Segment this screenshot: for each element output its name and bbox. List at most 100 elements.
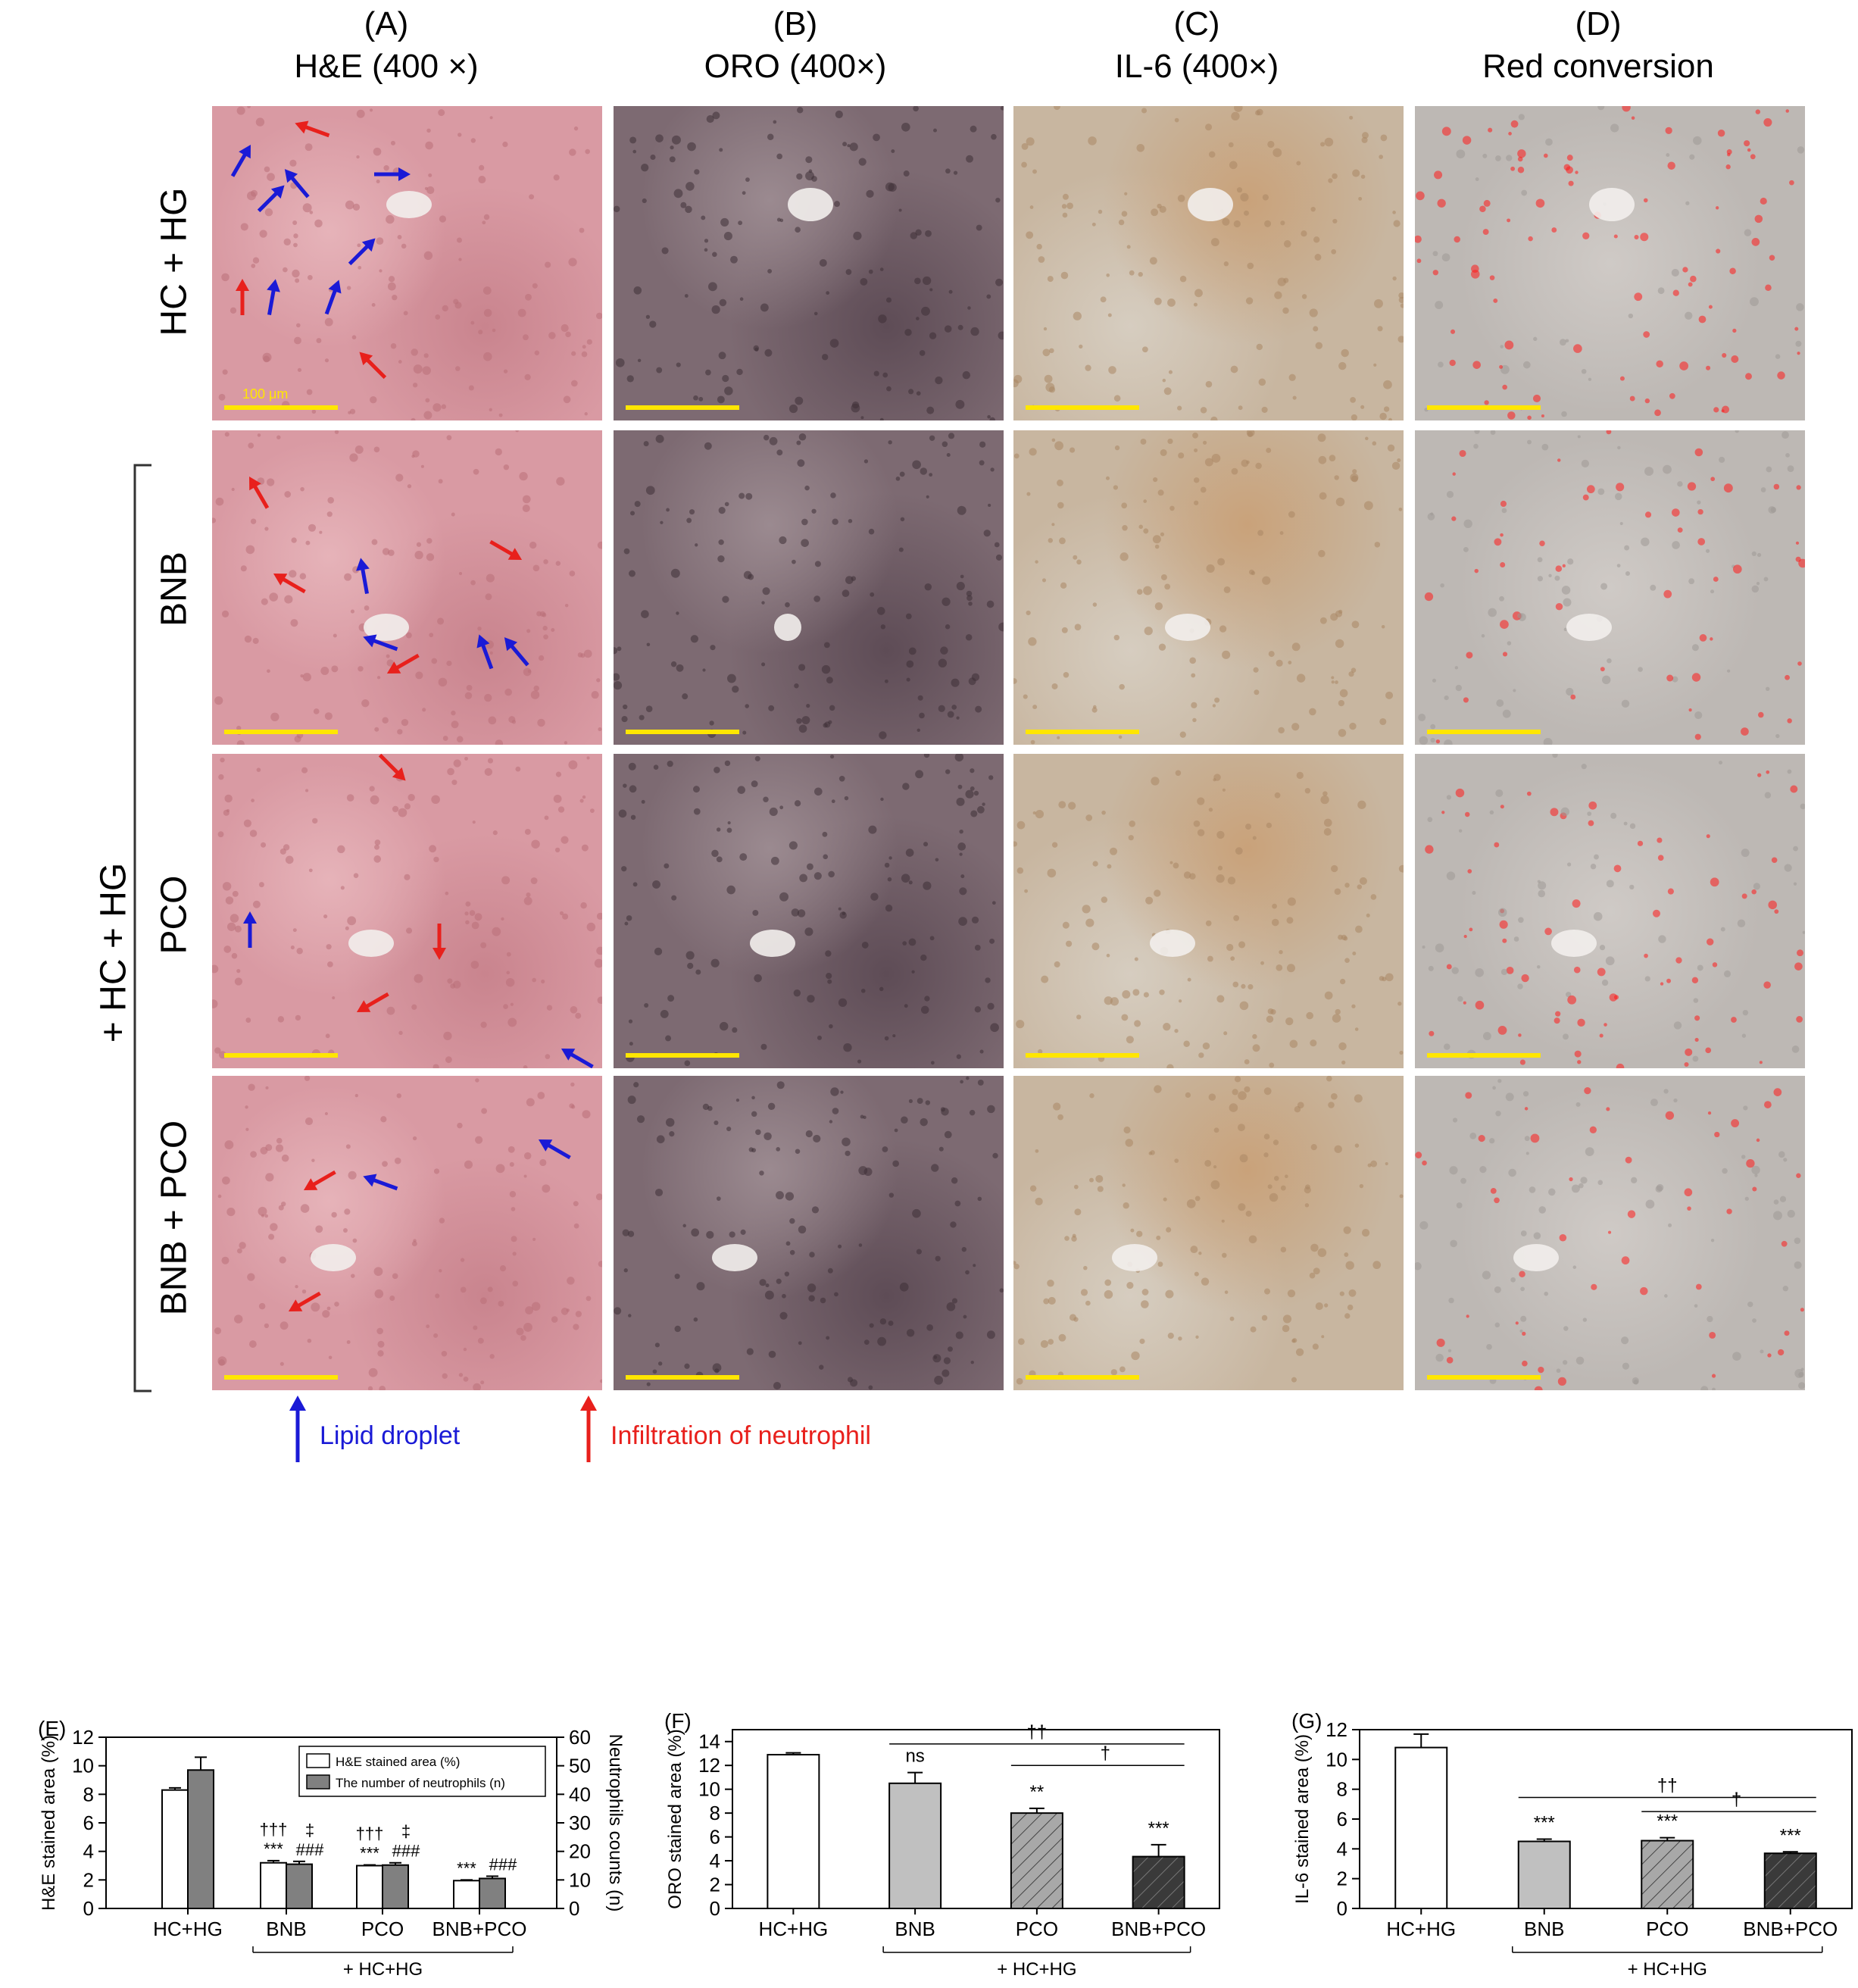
comparison-label: † [1101, 1743, 1110, 1764]
y-tick-label: 0 [83, 1897, 94, 1920]
column-letter: (D) [1575, 5, 1622, 42]
significance-label: *** [1148, 1818, 1169, 1839]
micrograph-il6-bnb-pco [1013, 1076, 1404, 1390]
scale-bar [626, 730, 739, 734]
comparison-label: †† [1027, 1722, 1048, 1743]
lipid-arrow-icon [561, 1049, 594, 1068]
x-tick-label: PCO [1646, 1918, 1688, 1940]
y-tick-label: 10 [72, 1755, 94, 1777]
legend-swatch [306, 1753, 330, 1768]
bar [1394, 1746, 1448, 1909]
lipid-arrow-icon [348, 238, 376, 266]
significance-label: *** [360, 1844, 379, 1863]
y-tick-label: 12 [698, 1754, 720, 1777]
scale-bar [224, 1375, 338, 1380]
scale-bar [224, 405, 338, 410]
x-tick-label: HC+HG [153, 1918, 223, 1940]
neutrophil-arrow-icon [432, 924, 446, 960]
y-axis-label: ORO stained area (%) [665, 1729, 685, 1908]
scale-bar [224, 1053, 338, 1058]
legend-entry: H&E stained area (%) [336, 1755, 460, 1769]
bar [767, 1754, 820, 1910]
y2-tick-label: 30 [569, 1811, 591, 1834]
neutrophil-arrow-icon [386, 653, 420, 674]
neutrophil-arrow-icon [378, 754, 406, 781]
x-tick-label: BNB+PCO [1743, 1918, 1838, 1940]
lipid-arrow-icon [230, 144, 251, 177]
column-header-a: (A) H&E (400 ×) [189, 3, 583, 88]
x-tick-label: HC+HG [1386, 1918, 1456, 1940]
column-title: ORO (400×) [704, 48, 887, 85]
bar [260, 1861, 287, 1910]
lipid-arrow-icon [374, 167, 411, 181]
lipid-arrow-icon [363, 634, 398, 652]
micrograph-il6-bnb [1013, 430, 1404, 745]
lipid-arrow-icon [257, 185, 285, 213]
chart-g: 0 2 4 6 8 10 12 IL-6 stained area (%)(G) *** *** *… [1291, 1709, 1853, 1980]
neutrophil-arrow-icon [489, 539, 523, 560]
micrograph-he-hc-hg: 100 μm [212, 106, 602, 420]
y-tick-label: 4 [1337, 1837, 1347, 1860]
significance-label: *** [457, 1858, 476, 1877]
comparison-label: † [1732, 1790, 1741, 1810]
y-tick-label: 6 [710, 1826, 720, 1849]
y-tick-label: 12 [72, 1726, 94, 1749]
y2-tick-label: 50 [569, 1755, 591, 1777]
bar [1763, 1852, 1817, 1910]
scale-bar [1427, 1053, 1541, 1058]
panel-letter: (E) [38, 1717, 66, 1740]
lipid-arrow-icon [504, 637, 529, 667]
lipid-arrow-icon [356, 558, 370, 595]
row-label-bnb-pco: BNB + PCO [154, 1120, 195, 1316]
significance-label: *** [1657, 1811, 1678, 1832]
bar [161, 1789, 189, 1909]
scale-bar [1026, 1053, 1139, 1058]
group-bracket [133, 464, 151, 1393]
x-tick-label: BNB [895, 1918, 935, 1940]
scale-bar [1026, 1375, 1139, 1380]
x-tick-label: PCO [361, 1918, 404, 1940]
legend-lipid-droplet: Lipid droplet [320, 1421, 461, 1450]
micrograph-il6-pco [1013, 754, 1404, 1068]
column-title: H&E (400 ×) [294, 48, 479, 85]
micrograph-oro-bnb [614, 430, 1004, 745]
scale-bar [1427, 405, 1541, 410]
lipid-arrow-icon [538, 1139, 571, 1160]
y-tick-label: 14 [698, 1730, 720, 1753]
bar [479, 1877, 506, 1909]
x-tick-label: BNB [266, 1918, 306, 1940]
scale-bar [626, 1053, 739, 1058]
x-tick-label: BNB [1524, 1918, 1564, 1940]
y2-tick-label: 0 [569, 1897, 579, 1920]
y-axis-label: H&E stained area (%) [39, 1735, 59, 1911]
lipid-arrow-icon [284, 169, 310, 198]
bar [888, 1782, 942, 1909]
column-letter: (C) [1173, 5, 1220, 42]
significance-label: ** [1030, 1782, 1045, 1802]
comparison-label: †† [1657, 1775, 1678, 1796]
significance-label: ### [296, 1840, 324, 1859]
neutrophil-arrow-icon [359, 352, 387, 380]
legend-entry: The number of neutrophils (n) [336, 1776, 505, 1790]
group-label: + HC+HG [1628, 1959, 1707, 1980]
significance-label: ‡ [401, 1822, 411, 1841]
micrograph-oro-hc-hg [614, 106, 1004, 420]
bar [356, 1865, 383, 1909]
lipid-arrow-icon [267, 279, 280, 316]
x-tick-label: BNB+PCO [432, 1918, 527, 1940]
y-tick-label: 6 [1337, 1808, 1347, 1830]
column-letter: (A) [364, 5, 409, 42]
neutrophil-arrow-icon [249, 476, 270, 509]
legend-box [298, 1746, 546, 1797]
y-tick-label: 2 [710, 1874, 720, 1896]
neutrophil-arrow-icon [288, 1291, 321, 1311]
y-tick-label: 8 [710, 1802, 720, 1824]
bar [1517, 1840, 1571, 1909]
y2-axis-label: Neutrophils counts (n) [605, 1734, 626, 1912]
column-header-c: (C) IL-6 (400×) [1000, 3, 1394, 88]
neutrophil-arrow-icon [303, 1170, 336, 1190]
legend-neutrophil: Infiltration of neutrophil [610, 1421, 871, 1450]
neutrophil-arrow-icon [295, 120, 330, 138]
scale-bar [1427, 730, 1541, 734]
